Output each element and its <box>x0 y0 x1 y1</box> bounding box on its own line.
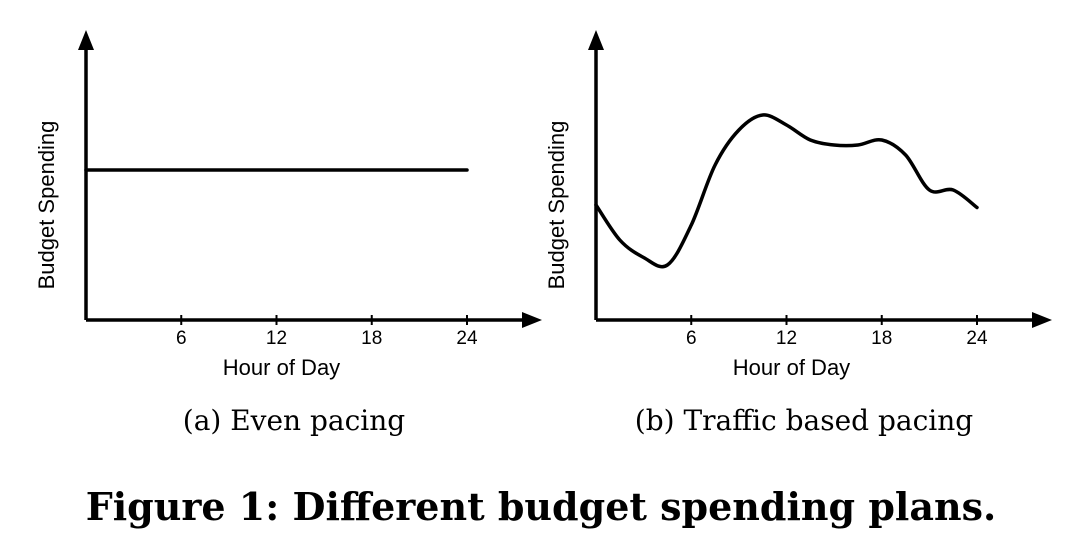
y-axis-title: Budget Spending <box>34 121 59 290</box>
panel-b: 6 12 18 24 Hour of Day Budget Spending (b) Tra… <box>544 30 1052 437</box>
x-tick-label: 6 <box>686 328 697 349</box>
figure-title: Figure 1: Different budget spending plan… <box>86 484 996 529</box>
panel-caption: (a) Even pacing <box>183 404 405 437</box>
x-tick-label: 6 <box>176 328 187 349</box>
x-axis-title: Hour of Day <box>733 355 850 380</box>
x-tick-label: 12 <box>776 328 797 349</box>
x-tick-label: 24 <box>456 328 478 349</box>
x-axis-arrow <box>1032 312 1052 328</box>
x-axis-title: Hour of Day <box>223 355 340 380</box>
x-tick-label: 12 <box>266 328 287 349</box>
x-tick-label: 24 <box>966 328 988 349</box>
x-tick-label: 18 <box>871 328 892 349</box>
x-tick-label: 18 <box>361 328 382 349</box>
panel-caption: (b) Traffic based pacing <box>635 404 974 437</box>
panel-a: 6 12 18 24 Hour of Day Budget Spending (a) Eve… <box>34 30 542 437</box>
x-axis-arrow <box>522 312 542 328</box>
series-line <box>594 113 979 269</box>
y-axis-arrow <box>78 30 94 50</box>
y-axis-arrow <box>588 30 604 50</box>
y-axis-title: Budget Spending <box>544 121 569 290</box>
